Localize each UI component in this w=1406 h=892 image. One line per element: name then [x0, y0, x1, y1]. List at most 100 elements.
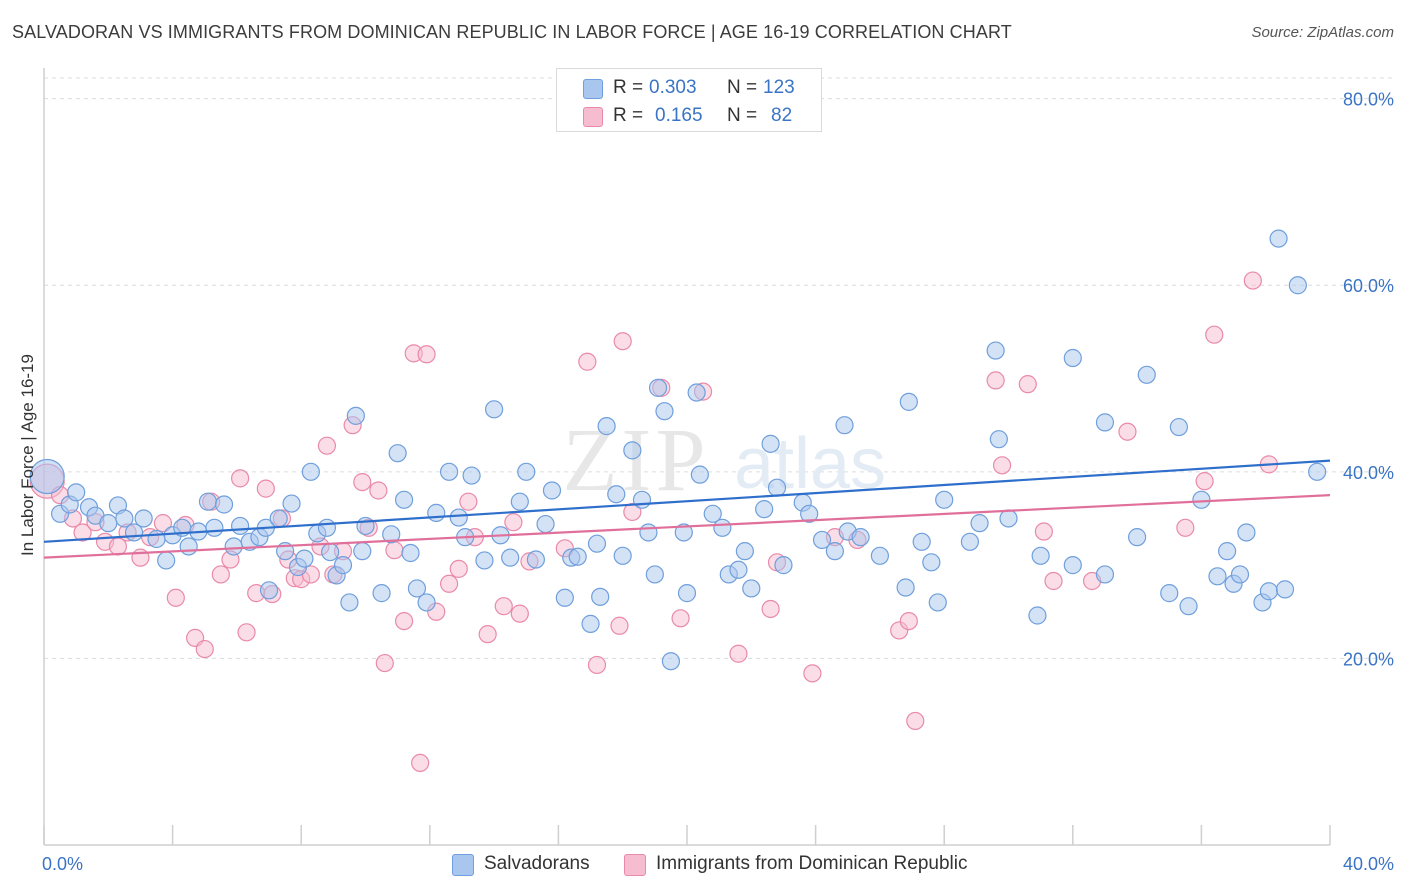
salvadoran-point: [613, 546, 632, 565]
salvadoran-point: [960, 532, 980, 551]
dominican-point: [1034, 522, 1053, 541]
salvadoran-point: [674, 523, 693, 542]
salvadoran-point: [713, 518, 732, 537]
dominican-point: [671, 609, 690, 628]
salvadoran-point: [896, 578, 915, 597]
n-value: 123: [763, 77, 795, 98]
salvadoran-point: [587, 534, 607, 553]
y-tick-label: 80.0%: [1343, 90, 1394, 110]
salvadoran-point: [449, 508, 468, 527]
salvadoran-point: [1269, 229, 1288, 248]
dominican-point: [411, 753, 430, 773]
legend-label-dominican: Immigrants from Dominican Republic: [656, 853, 968, 874]
salvadoran-point: [526, 550, 545, 569]
salvadoran-point: [1218, 542, 1237, 561]
salvadoran-point: [729, 560, 748, 579]
tick-labels: 20.0% 40.0% 60.0% 80.0% 0.0% 40.0%: [42, 90, 1394, 874]
salvadoran-point: [1259, 582, 1279, 601]
legend-label-salvadorans: Salvadorans: [484, 853, 590, 874]
series-legend: Salvadorans Immigrants from Dominican Re…: [0, 850, 1406, 880]
salvadoran-point: [655, 402, 674, 421]
salvadoran-point: [899, 392, 918, 411]
stats-legend: R = 0.303 N = 123 R = 0.165 N = 82: [556, 68, 822, 132]
salvadoran-point: [928, 593, 947, 612]
dominican-point: [899, 611, 918, 631]
salvadoran-point: [401, 543, 420, 563]
dominican-point: [1176, 518, 1195, 537]
dominican-point: [439, 574, 459, 593]
dominican-point: [729, 644, 748, 663]
dominican-point: [578, 352, 597, 371]
dominican-point: [587, 655, 607, 675]
dominican-point: [166, 588, 185, 607]
chart-title: SALVADORAN VS IMMIGRANTS FROM DOMINICAN …: [12, 22, 1012, 42]
salvadoran-point: [1237, 523, 1256, 542]
axes: [43, 68, 1331, 846]
salvadoran-point: [317, 518, 337, 537]
salvadoran-point: [394, 490, 414, 509]
dominican-point: [1044, 571, 1063, 591]
salvadoran-point: [407, 579, 427, 598]
salvadoran-point: [581, 614, 600, 633]
salvadoran-point: [67, 483, 86, 502]
dominican-point: [153, 514, 173, 533]
dominican-point: [504, 513, 523, 532]
salvadoran-point: [231, 516, 250, 536]
dominican-point: [761, 599, 780, 619]
salvadoran-point: [774, 556, 793, 575]
watermark-atlas: atlas: [734, 424, 886, 504]
salvadoran-point: [986, 341, 1005, 360]
dominican-point: [417, 345, 436, 364]
salvadoran-point: [29, 458, 65, 495]
dominican-point: [510, 604, 529, 623]
r-label: R =: [613, 105, 644, 126]
salvadoran-point: [555, 588, 574, 607]
salvadoran-point: [1137, 365, 1156, 384]
salvadoran-point: [1192, 490, 1211, 509]
salvadorans-swatch: [583, 79, 603, 99]
r-value: 0.303: [649, 77, 697, 98]
dominican-point: [317, 436, 337, 455]
dominican-point: [992, 456, 1012, 475]
salvadoran-point: [1063, 348, 1082, 368]
salvadoran-point: [935, 490, 954, 509]
dominican-point: [1118, 422, 1137, 441]
n-label: N =: [727, 105, 758, 126]
salvadoran-point: [690, 465, 709, 484]
trend-line-salvadorans: [43, 459, 1331, 543]
salvadoran-point: [115, 509, 134, 528]
dominican-point: [73, 523, 92, 542]
dominican-point: [369, 481, 388, 500]
salvadoran-point: [346, 406, 365, 425]
salvadoran-point: [1095, 413, 1115, 432]
salvadoran-point: [301, 462, 320, 481]
dominican-point: [231, 469, 250, 488]
salvadoran-point: [179, 537, 198, 556]
dominican-point: [375, 653, 394, 673]
salvadoran-point: [597, 417, 616, 436]
dominican-point: [478, 625, 497, 644]
trend-line-dominican: [43, 494, 1331, 559]
dominican-point: [613, 332, 632, 351]
salvadoran-point: [568, 547, 587, 566]
salvadoran-point: [340, 593, 359, 612]
watermark-zip: ZIP: [563, 411, 710, 510]
salvadoran-point: [989, 430, 1008, 449]
y-axis-label: In Labor Force | Age 16-19: [18, 354, 37, 556]
salvadoran-point: [1028, 606, 1047, 625]
salvadoran-point: [1179, 597, 1198, 616]
salvadoran-point: [639, 523, 658, 542]
salvadoran-point: [970, 514, 989, 533]
salvadoran-point: [1169, 417, 1188, 437]
dominican-swatch: [583, 107, 603, 127]
dominican-legend-swatch: [624, 854, 646, 876]
salvadoran-point: [517, 462, 536, 481]
dominican-point: [906, 711, 925, 731]
salvadoran-point: [1288, 276, 1307, 295]
dominican-point: [1205, 325, 1224, 344]
series-dominican-points: [29, 271, 1279, 773]
salvadoran-point: [333, 556, 353, 575]
salvadoran-point: [462, 466, 481, 485]
n-value: 82: [771, 105, 793, 126]
